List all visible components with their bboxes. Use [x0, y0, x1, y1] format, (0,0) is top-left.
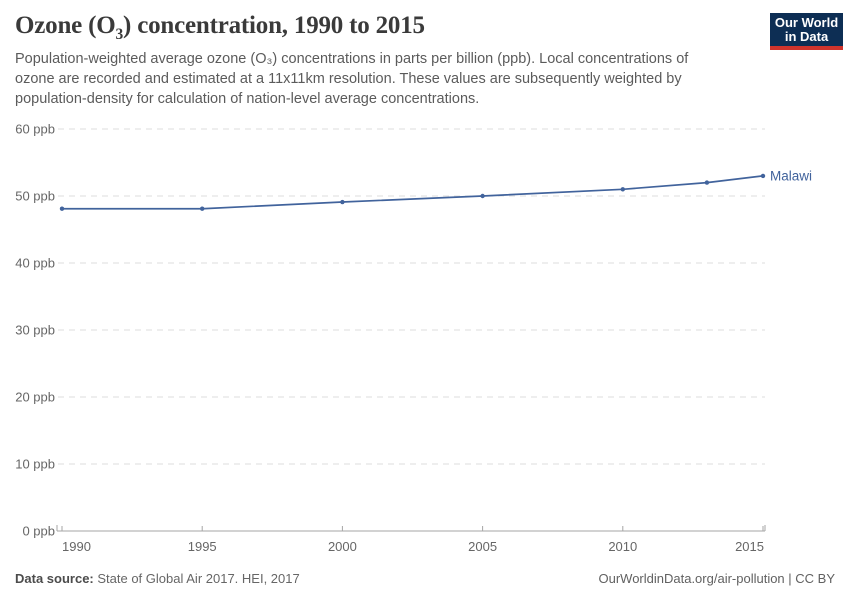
y-axis-tick-label: 60 ppb — [15, 122, 55, 137]
chart-title-subscript: 3 — [115, 26, 124, 43]
data-point[interactable] — [340, 199, 345, 205]
data-point[interactable] — [620, 187, 625, 192]
y-axis-tick-label: 20 ppb — [15, 390, 55, 405]
data-point[interactable] — [59, 206, 65, 211]
y-axis-tick-label: 50 ppb — [15, 189, 55, 204]
x-axis-tick-label: 2015 — [735, 539, 764, 554]
data-point[interactable] — [760, 173, 766, 179]
chart-footer: Data source: State of Global Air 2017. H… — [15, 571, 835, 587]
y-axis-tick-label: 30 ppb — [15, 323, 55, 338]
series-label[interactable]: Malawi — [770, 168, 812, 183]
owid-logo-line2: in Data — [784, 29, 829, 44]
owid-logo[interactable]: Our World in Data — [770, 13, 843, 50]
chart-title-suffix: ) concentration, 1990 to 2015 — [123, 12, 425, 39]
data-source-label: Data source: — [15, 571, 94, 586]
data-point[interactable] — [480, 193, 485, 199]
data-point[interactable] — [704, 180, 710, 185]
chart-header: Ozone (O3) concentration, 1990 to 2015 O… — [0, 0, 850, 109]
y-axis-tick-label: 10 ppb — [15, 457, 55, 472]
owid-logo-line1: Our World — [774, 15, 839, 30]
x-axis-tick-label: 2000 — [328, 539, 357, 554]
x-axis-tick-label: 2005 — [468, 539, 497, 554]
data-source-text: State of Global Air 2017. HEI, 2017 — [93, 571, 300, 586]
x-axis-tick-label: 2010 — [608, 539, 637, 554]
series-line[interactable] — [62, 175, 764, 210]
attribution-link[interactable]: OurWorldinData.org/air-pollution | CC BY — [598, 571, 835, 586]
y-axis-tick-label: 40 ppb — [15, 256, 55, 271]
chart-subtitle: Population-weighted average ozone (O₃) c… — [15, 51, 689, 107]
chart-title: Ozone (O3) concentration, 1990 to 2015 — [15, 12, 835, 43]
chart-title-prefix: Ozone (O — [15, 12, 116, 39]
x-axis-tick-label: 1990 — [62, 539, 91, 554]
x-axis-tick-label: 1995 — [188, 539, 217, 554]
data-source: Data source: State of Global Air 2017. H… — [15, 571, 300, 587]
data-point[interactable] — [200, 206, 205, 211]
y-axis-tick-label: 0 ppb — [22, 524, 55, 539]
